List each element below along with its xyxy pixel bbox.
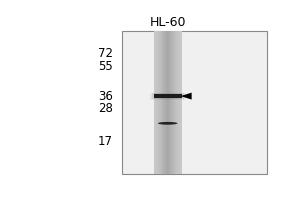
- Bar: [154, 94, 182, 98]
- Bar: [161, 31, 175, 174]
- Bar: [157, 31, 178, 174]
- Bar: [152, 93, 184, 99]
- Bar: [154, 31, 182, 174]
- Bar: [122, 31, 266, 174]
- Text: 36: 36: [98, 90, 113, 103]
- Bar: [164, 31, 171, 174]
- Ellipse shape: [158, 122, 178, 125]
- Bar: [154, 31, 182, 174]
- Text: 17: 17: [98, 135, 113, 148]
- Text: 28: 28: [98, 102, 113, 115]
- Polygon shape: [181, 93, 192, 100]
- Bar: [150, 93, 185, 100]
- Bar: [163, 31, 173, 174]
- Text: HL-60: HL-60: [149, 16, 186, 29]
- Text: 55: 55: [98, 60, 113, 73]
- Bar: [155, 31, 180, 174]
- Bar: [166, 31, 169, 174]
- Bar: [159, 31, 176, 174]
- Text: 72: 72: [98, 47, 113, 60]
